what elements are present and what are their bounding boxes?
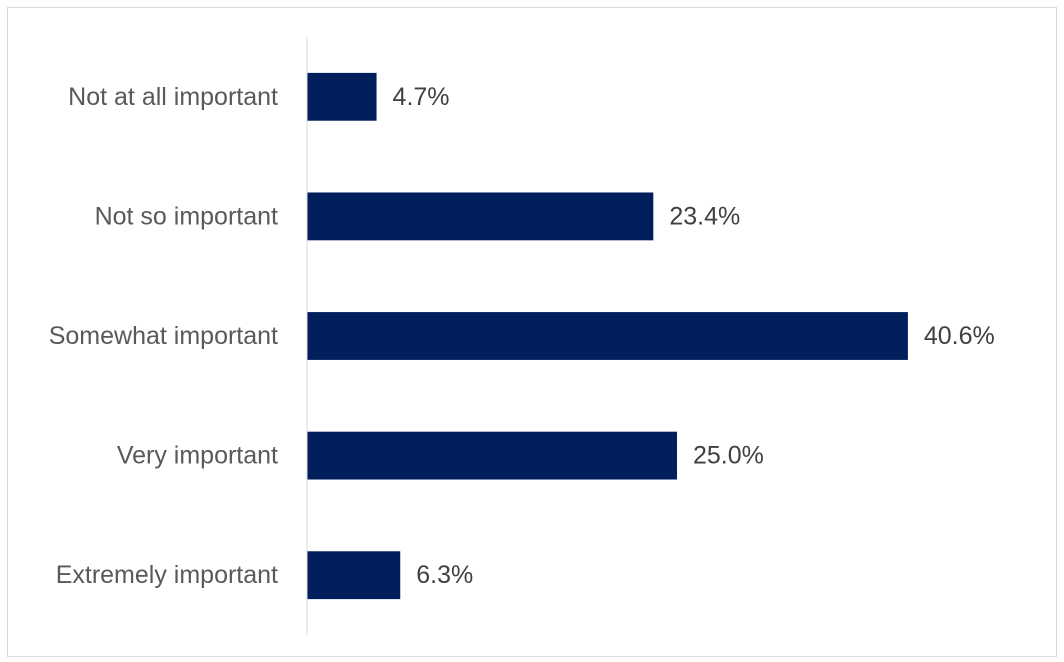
value-label: 40.6% (924, 322, 995, 350)
category-label: Somewhat important (49, 322, 278, 350)
bar-chart: Not at all important Not so important Some… (49, 37, 995, 635)
bar (307, 72, 377, 121)
value-label: 25.0% (693, 442, 764, 470)
value-label: 6.3% (416, 561, 473, 589)
value-label: 23.4% (669, 202, 740, 230)
bar (307, 312, 908, 360)
category-label: Extremely important (56, 561, 278, 589)
bar (307, 551, 401, 600)
category-label: Not at all important (68, 83, 278, 111)
bars-group (307, 72, 908, 600)
value-label: 4.7% (393, 83, 450, 111)
value-labels-group: 4.7% 23.4% 40.6% 25.0% 6.3% (393, 83, 995, 589)
bar (307, 192, 654, 241)
category-label: Not so important (95, 202, 278, 230)
chart-frame: Not at all important Not so important Some… (7, 7, 1057, 657)
category-label: Very important (117, 442, 278, 470)
category-labels-group: Not at all important Not so important Some… (49, 83, 278, 589)
bar (307, 431, 677, 480)
